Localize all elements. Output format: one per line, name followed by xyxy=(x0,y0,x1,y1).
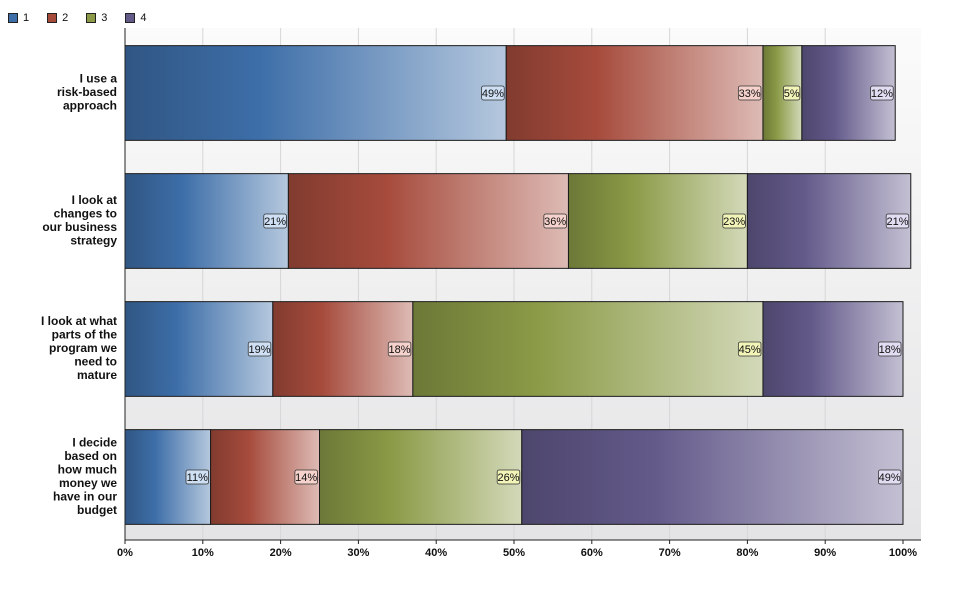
legend-swatch-3 xyxy=(86,13,97,23)
data-label-box xyxy=(496,469,521,485)
category-label: I use a xyxy=(80,72,118,86)
category-label: have in our xyxy=(53,489,117,503)
data-label-box xyxy=(543,213,567,229)
legend-item-4[interactable]: 4 xyxy=(125,11,147,25)
data-label: 18% xyxy=(389,344,411,356)
category-label: I look at what xyxy=(41,314,117,328)
category-label: strategy xyxy=(70,233,117,247)
data-label-box xyxy=(185,469,209,485)
data-label: 49% xyxy=(879,472,901,484)
category-label: I decide xyxy=(72,435,117,449)
data-label-box xyxy=(722,213,746,229)
bar-segment xyxy=(746,173,912,269)
data-label-box xyxy=(878,469,902,485)
x-tick-label: 40% xyxy=(425,547,447,559)
data-label-box xyxy=(387,341,412,357)
legend-label-4: 4 xyxy=(140,12,147,24)
category-label: approach xyxy=(63,99,117,113)
data-label-box xyxy=(783,85,801,101)
bar-segment xyxy=(567,173,748,269)
data-label-box xyxy=(870,85,894,101)
category-label: budget xyxy=(77,503,117,517)
data-label: 12% xyxy=(871,88,893,100)
data-label-box xyxy=(737,341,762,357)
category-label: risk-based xyxy=(57,85,117,99)
bar-segment xyxy=(521,429,904,525)
legend-item-3[interactable]: 3 xyxy=(86,11,107,25)
data-label: 26% xyxy=(497,472,519,484)
legend-label-2: 2 xyxy=(62,12,69,24)
category-label: need to xyxy=(74,355,117,369)
data-label: 18% xyxy=(879,344,901,356)
x-tick-label: 0% xyxy=(117,547,133,559)
category-label: money we xyxy=(59,476,117,490)
category-label: our business xyxy=(42,220,117,234)
data-label-box xyxy=(737,85,762,101)
x-tick-label: 10% xyxy=(192,547,214,559)
data-label: 11% xyxy=(187,472,208,484)
data-label: 49% xyxy=(482,88,504,100)
category-label: program we xyxy=(49,341,117,355)
x-tick-label: 100% xyxy=(889,547,917,559)
legend-swatch-4 xyxy=(125,13,136,23)
bar-segment xyxy=(124,173,289,269)
data-label: 36% xyxy=(544,216,566,228)
x-tick-label: 30% xyxy=(347,547,369,559)
legend-item-2[interactable]: 2 xyxy=(47,11,68,25)
x-tick-label: 60% xyxy=(581,547,603,559)
bar-segment xyxy=(505,45,764,141)
data-label-box xyxy=(878,341,902,357)
legend-swatch-1 xyxy=(8,13,18,23)
x-tick-label: 20% xyxy=(270,547,292,559)
data-label: 5% xyxy=(784,88,800,100)
data-label: 19% xyxy=(249,344,271,356)
category-label: how much xyxy=(58,462,117,476)
bar-segment xyxy=(287,173,569,269)
category-label: mature xyxy=(77,368,117,382)
data-label: 45% xyxy=(739,344,761,356)
data-label: 21% xyxy=(886,216,908,228)
legend-label-1: 1 xyxy=(23,12,30,24)
data-label-box xyxy=(263,213,287,229)
legend-swatch-2 xyxy=(47,13,58,23)
x-tick-label: 90% xyxy=(814,547,836,559)
legend-label-3: 3 xyxy=(101,12,108,24)
category-label: changes to xyxy=(54,206,117,220)
legend-item-1[interactable]: 1 xyxy=(8,11,29,25)
data-label: 23% xyxy=(723,216,745,228)
data-label: 14% xyxy=(295,472,317,484)
x-tick-label: 70% xyxy=(659,547,681,559)
bar-segment xyxy=(124,45,507,141)
data-label-box xyxy=(481,85,505,101)
legend: 1 2 3 4 xyxy=(8,11,165,25)
category-label: I look at xyxy=(72,193,117,207)
bar-segment xyxy=(319,429,523,525)
x-tick-label: 80% xyxy=(736,547,758,559)
x-tick-label: 50% xyxy=(503,547,525,559)
data-label-box xyxy=(294,469,318,485)
data-label: 33% xyxy=(739,88,761,100)
category-label: parts of the xyxy=(52,328,118,342)
data-label-box xyxy=(885,213,910,229)
data-label: 21% xyxy=(264,216,286,228)
bar-segment xyxy=(412,301,764,397)
category-label: based on xyxy=(64,449,117,463)
data-label-box xyxy=(247,341,272,357)
